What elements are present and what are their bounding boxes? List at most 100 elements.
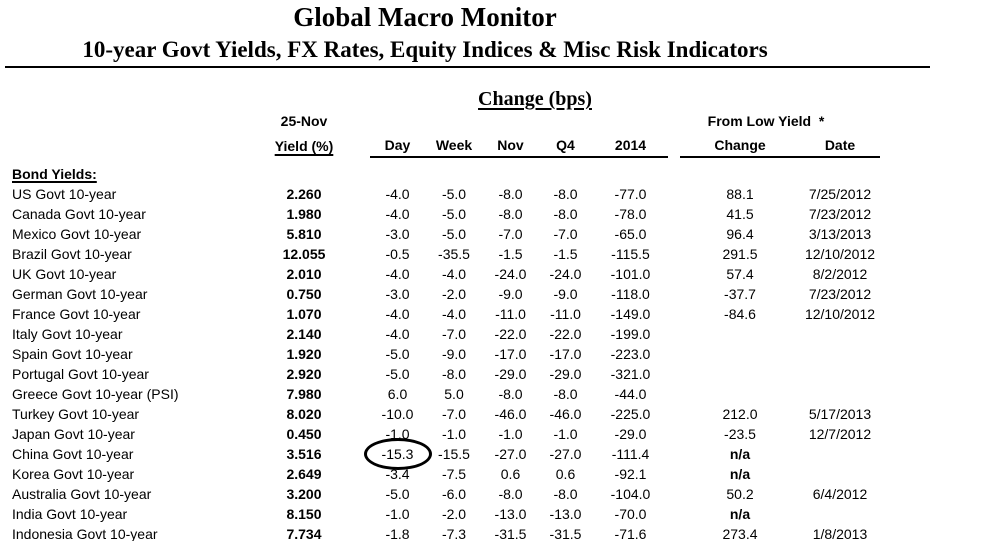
from-low-change: -84.6: [724, 306, 756, 322]
nov-change: -8.0: [498, 486, 523, 502]
2014-change: -70.0: [614, 506, 647, 522]
2014-change: -104.0: [610, 486, 651, 502]
column-spacer: [668, 424, 680, 444]
nov-change: -22.0: [494, 326, 527, 342]
nov-change: -1.0: [498, 426, 523, 442]
2014-change: -77.0: [614, 186, 647, 202]
col-header-q4: Q4: [538, 134, 593, 158]
col-header-day: Day: [370, 134, 425, 158]
week-change: -4.0: [441, 306, 467, 322]
week-change: -5.0: [441, 206, 467, 222]
day-change: -15.3: [363, 438, 432, 470]
2014-change: -149.0: [610, 306, 651, 322]
column-spacer: [668, 444, 680, 464]
nov-change: -27.0: [494, 446, 527, 462]
from-low-date: [800, 324, 880, 344]
from-low-change: 88.1: [726, 186, 754, 202]
nov-change: -9.0: [498, 286, 523, 302]
section-header-row: Bond Yields:: [0, 157, 880, 184]
2014-change: -225.0: [610, 406, 651, 422]
week-change: -4.0: [441, 266, 467, 282]
q4-change: -31.5: [549, 526, 582, 541]
column-spacer: [340, 204, 370, 224]
from-low-date: [800, 444, 880, 464]
row-label: China Govt 10-year: [12, 446, 134, 462]
column-spacer: [668, 264, 680, 284]
nov-change: -8.0: [498, 186, 523, 202]
q4-change: -46.0: [549, 406, 582, 422]
column-spacer: [668, 484, 680, 504]
yield-value: 7.734: [286, 526, 322, 541]
report-title: Global Macro Monitor: [293, 2, 557, 32]
day-change: -4.0: [385, 306, 410, 322]
column-spacer: [340, 484, 370, 504]
day-change: -10.0: [381, 406, 414, 422]
yield-value: 2.920: [286, 366, 322, 382]
week-change: -7.5: [441, 466, 467, 482]
section-label: Bond Yields:: [12, 166, 97, 182]
column-spacer: [668, 324, 680, 344]
column-spacer: [340, 524, 370, 541]
2014-change: -321.0: [610, 366, 651, 382]
row-label: German Govt 10-year: [12, 286, 148, 302]
column-spacer: [340, 404, 370, 424]
row-label: Korea Govt 10-year: [12, 466, 135, 482]
nov-change: -13.0: [494, 506, 527, 522]
from-low-change: 50.2: [726, 486, 754, 502]
from-low-date: 6/4/2012: [812, 486, 868, 502]
week-change: -5.0: [441, 186, 467, 202]
nov-change: -17.0: [494, 346, 527, 362]
from-low-change: 273.4: [722, 526, 758, 541]
column-spacer: [340, 324, 370, 344]
nov-change: -31.5: [494, 526, 527, 541]
from-low-change: n/a: [729, 446, 751, 462]
yield-value: 8.150: [286, 506, 322, 522]
yield-value: 0.450: [286, 426, 322, 442]
bond-yields-table-body: US Govt 10-year 2.260 -4.0 -5.0 -8.0 -8.0 -77.…: [0, 184, 880, 541]
row-label: UK Govt 10-year: [12, 266, 117, 282]
nov-change: -7.0: [498, 226, 523, 242]
from-low-date: 12/10/2012: [804, 246, 876, 262]
row-label: Japan Govt 10-year: [12, 426, 135, 442]
nov-change: -24.0: [494, 266, 527, 282]
q4-change: -29.0: [549, 366, 582, 382]
column-spacer: [340, 504, 370, 524]
column-spacer: [340, 344, 370, 364]
nov-change: -8.0: [498, 386, 523, 402]
2014-change: -71.6: [614, 526, 647, 541]
nov-change: -1.5: [498, 246, 523, 262]
table-row: Spain Govt 10-year 1.920 -5.0 -9.0 -17.0 -17.…: [0, 344, 880, 364]
column-spacer: [340, 304, 370, 324]
yield-value: 1.070: [286, 306, 322, 322]
yield-value: 1.980: [286, 206, 322, 222]
row-label: Indonesia Govt 10-year: [12, 526, 158, 541]
q4-change: -1.0: [553, 426, 578, 442]
yield-value: 2.010: [286, 266, 322, 282]
row-label: Brazil Govt 10-year: [12, 246, 132, 262]
2014-change: -111.4: [611, 446, 650, 462]
from-low-date: [800, 504, 880, 524]
week-change: 5.0: [444, 386, 464, 402]
row-label: Greece Govt 10-year (PSI): [12, 386, 179, 402]
q4-change: -9.0: [553, 286, 578, 302]
table-row: China Govt 10-year 3.516 -15.3 -15.5 -27.0 -2…: [0, 438, 880, 470]
from-low-change: n/a: [729, 506, 751, 522]
nov-change: -11.0: [495, 306, 526, 322]
2014-change: -44.0: [614, 386, 647, 402]
day-change: -4.0: [385, 186, 410, 202]
column-spacer: [340, 224, 370, 244]
yield-value: 12.055: [282, 246, 326, 262]
2014-change: -78.0: [614, 206, 647, 222]
from-low-date: 7/23/2012: [808, 206, 872, 222]
q4-change: -13.0: [549, 506, 582, 522]
yield-value: 3.200: [286, 486, 322, 502]
day-change: -3.4: [385, 466, 410, 482]
col-header-change: Change: [680, 134, 800, 158]
nov-change: -8.0: [498, 206, 523, 222]
table-row: German Govt 10-year 0.750 -3.0 -2.0 -9.0 -9.0…: [0, 284, 880, 304]
q4-change: -8.0: [553, 486, 578, 502]
q4-change: -1.5: [553, 246, 578, 262]
from-low-change: 57.4: [726, 266, 754, 282]
row-label: Spain Govt 10-year: [12, 346, 133, 362]
row-label: Portugal Govt 10-year: [12, 366, 149, 382]
